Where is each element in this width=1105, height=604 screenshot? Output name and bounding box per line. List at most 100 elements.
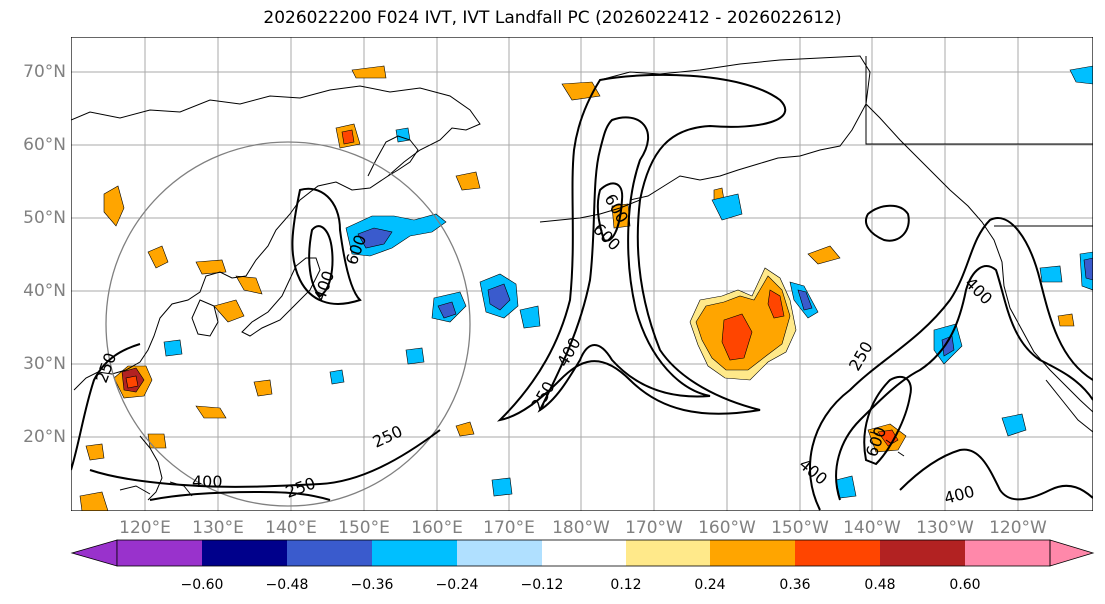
ivt-contour-400-asia — [308, 225, 334, 298]
ivt-contour-250-east — [809, 217, 1093, 511]
central-pacific-red-core-2 — [767, 289, 785, 319]
ivt-contour-250-pacific — [496, 73, 787, 422]
colorbar-segment — [372, 540, 457, 566]
scattered-negative-5 — [395, 127, 411, 143]
pacific-positive-anomaly-2 — [807, 245, 841, 265]
asia-positive-anomaly-14 — [79, 491, 109, 511]
ivt-contour-600-east — [863, 375, 912, 466]
aleutians-coastline — [539, 199, 641, 223]
lon-label: 170°W — [625, 518, 683, 538]
negative-anomalies — [163, 65, 1093, 499]
midpacific-negative-core-2 — [437, 301, 457, 319]
scattered-negative-1 — [405, 347, 425, 365]
asia-positive-anomaly-10 — [195, 405, 227, 419]
asia-positive-anomaly-12 — [85, 443, 105, 461]
gulf-alaska-negative-core — [797, 289, 813, 311]
colorbar-segment — [626, 540, 710, 566]
colorbar-segment — [965, 540, 1050, 566]
korea-coastline — [191, 299, 219, 337]
asia-positive-anomaly-7 — [341, 129, 355, 145]
asia-positive-anomaly-4 — [213, 299, 245, 323]
taiwan-red-core — [125, 375, 139, 389]
kamchatka-negative-core — [357, 227, 393, 249]
us-positive-anomaly — [1057, 313, 1075, 327]
colorbar-segment — [880, 540, 965, 566]
asia-positive-anomaly-3 — [195, 259, 227, 275]
ivt-contour-250-ak — [865, 204, 910, 242]
us-negative-core — [1083, 257, 1093, 281]
colorbar-extend-high — [1049, 539, 1095, 567]
lon-label: 150°W — [771, 518, 829, 538]
central-pacific-red-core — [721, 313, 753, 361]
pacific-positive-anomaly-4 — [455, 171, 481, 191]
west-coast-negative-core — [941, 335, 955, 357]
colorbar-segment — [795, 540, 880, 566]
kamchatka-coastline — [367, 135, 419, 177]
midpacific-negative-core — [487, 283, 511, 311]
subtropic-negative-anomaly — [1001, 413, 1027, 437]
lat-label: 20°N — [23, 427, 66, 447]
colorbar-segment — [287, 540, 372, 566]
lon-label: 120°W — [989, 518, 1047, 538]
map-panel: 250 250 250 250 250 400 400 400 400 400 … — [71, 37, 1093, 511]
colorbar-tick-label: 0.24 — [694, 577, 726, 593]
landfall-circle — [105, 141, 471, 507]
asia-positive-anomaly-13 — [147, 433, 167, 449]
lon-label: 130°W — [916, 518, 974, 538]
alaska-coastline — [599, 55, 871, 201]
positive-anomalies — [79, 65, 1075, 511]
japan-coastline — [241, 257, 321, 337]
asia-positive-anomaly-8 — [351, 65, 387, 79]
colorbar-tick-label: 0.36 — [779, 577, 811, 593]
colorbar-tick-label: −0.48 — [265, 577, 309, 593]
asia-positive-anomaly-2 — [147, 245, 169, 269]
canada-coastline — [865, 103, 1093, 413]
lon-label: 150°E — [338, 518, 390, 538]
colorbar-tick-label: −0.12 — [520, 577, 564, 593]
colorbar-tick-label: 0.60 — [949, 577, 981, 593]
ivt-contour-400-south — [149, 490, 331, 501]
mexico-coastline — [1045, 379, 1093, 433]
lon-label: 170°E — [483, 518, 535, 538]
scattered-negative-3 — [491, 477, 513, 497]
canada-border — [865, 56, 1093, 145]
lat-label: 50°N — [23, 208, 66, 228]
lon-label: 140°W — [843, 518, 901, 538]
colorbar-tick-label: 0.12 — [610, 577, 642, 593]
colorbar-tick-label: −0.24 — [435, 577, 479, 593]
lon-label: 130°E — [192, 518, 244, 538]
lon-label: 140°E — [265, 518, 317, 538]
ivt-contour-400-pacific — [537, 116, 711, 413]
ivt-contours — [71, 73, 1093, 511]
asia-positive-anomaly-5 — [235, 275, 263, 295]
philippines-coastline — [139, 435, 163, 501]
colorbar-extend-low — [70, 539, 118, 567]
lon-label: 120°E — [119, 518, 171, 538]
lat-label: 60°N — [23, 135, 66, 155]
lon-label: 180°W — [552, 518, 610, 538]
ivt-contour-250-asia — [291, 187, 362, 305]
pacific-positive-anomaly-3 — [455, 421, 475, 437]
ivt-contour-400-east — [835, 265, 1093, 501]
gulf-alaska-negative-anomaly-2 — [711, 193, 743, 221]
ivt-contour-600-pacific — [596, 182, 624, 242]
lon-label: 160°E — [411, 518, 463, 538]
dateline-negative-anomaly — [519, 305, 541, 329]
scattered-negative-6 — [329, 369, 345, 385]
coastlines — [71, 55, 1093, 501]
asia-coastline — [71, 85, 481, 391]
lat-label: 40°N — [23, 281, 66, 301]
colorbar-segment — [117, 540, 202, 566]
ivt-contour-400-coast — [899, 448, 1093, 501]
asia-positive-anomaly-1 — [103, 185, 125, 227]
scattered-negative-2 — [163, 339, 183, 357]
colorbar — [70, 539, 1095, 567]
colorbar-tick-label: −0.60 — [180, 577, 224, 593]
canada-negative-anomaly — [1069, 65, 1093, 85]
scattered-negative-4 — [1039, 265, 1063, 283]
gridlines — [71, 37, 1093, 511]
colorbar-tick-label: −0.36 — [350, 577, 394, 593]
colorbar-segment — [202, 540, 287, 566]
ivt-contour-250-south — [89, 429, 441, 488]
